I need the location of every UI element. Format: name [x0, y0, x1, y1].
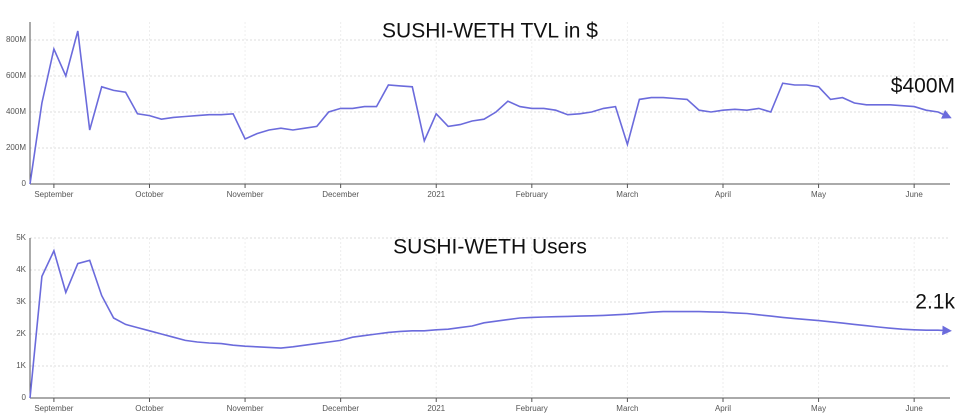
x-tick-label: 2021 — [427, 404, 445, 413]
x-tick-label: March — [616, 404, 638, 413]
x-tick-label: September — [34, 404, 73, 413]
x-tick-label: February — [516, 190, 548, 199]
x-tick-label: June — [905, 404, 923, 413]
x-tick-label: November — [227, 190, 264, 199]
x-tick-label: November — [227, 404, 264, 413]
x-tick-label: October — [135, 190, 164, 199]
x-tick-label: December — [322, 404, 359, 413]
y-tick-label: 1K — [16, 361, 26, 370]
y-tick-label: 0 — [22, 179, 27, 188]
x-tick-label: September — [34, 190, 73, 199]
x-tick-label: April — [715, 190, 731, 199]
x-tick-label: June — [905, 190, 923, 199]
y-tick-label: 4K — [16, 265, 26, 274]
annotation: $400M — [891, 75, 955, 98]
y-tick-label: 200M — [6, 143, 26, 152]
y-tick-label: 600M — [6, 71, 26, 80]
x-tick-label: December — [322, 190, 359, 199]
y-tick-label: 800M — [6, 35, 26, 44]
x-tick-label: May — [811, 190, 826, 199]
y-tick-label: 5K — [16, 233, 26, 242]
y-tick-label: 2K — [16, 329, 26, 338]
x-tick-label: 2021 — [427, 190, 445, 199]
x-tick-label: October — [135, 404, 164, 413]
y-tick-label: 0 — [22, 393, 27, 402]
chart-title: SUSHI-WETH TVL in $ — [382, 20, 598, 43]
chart-title: SUSHI-WETH Users — [393, 236, 587, 259]
x-tick-label: March — [616, 190, 638, 199]
annotation: 2.1k — [915, 291, 955, 314]
data-line — [29, 248, 952, 399]
data-line — [29, 30, 952, 185]
x-tick-label: February — [516, 404, 548, 413]
y-tick-label: 400M — [6, 107, 26, 116]
x-tick-label: April — [715, 404, 731, 413]
x-tick-label: May — [811, 404, 826, 413]
y-tick-label: 3K — [16, 297, 26, 306]
